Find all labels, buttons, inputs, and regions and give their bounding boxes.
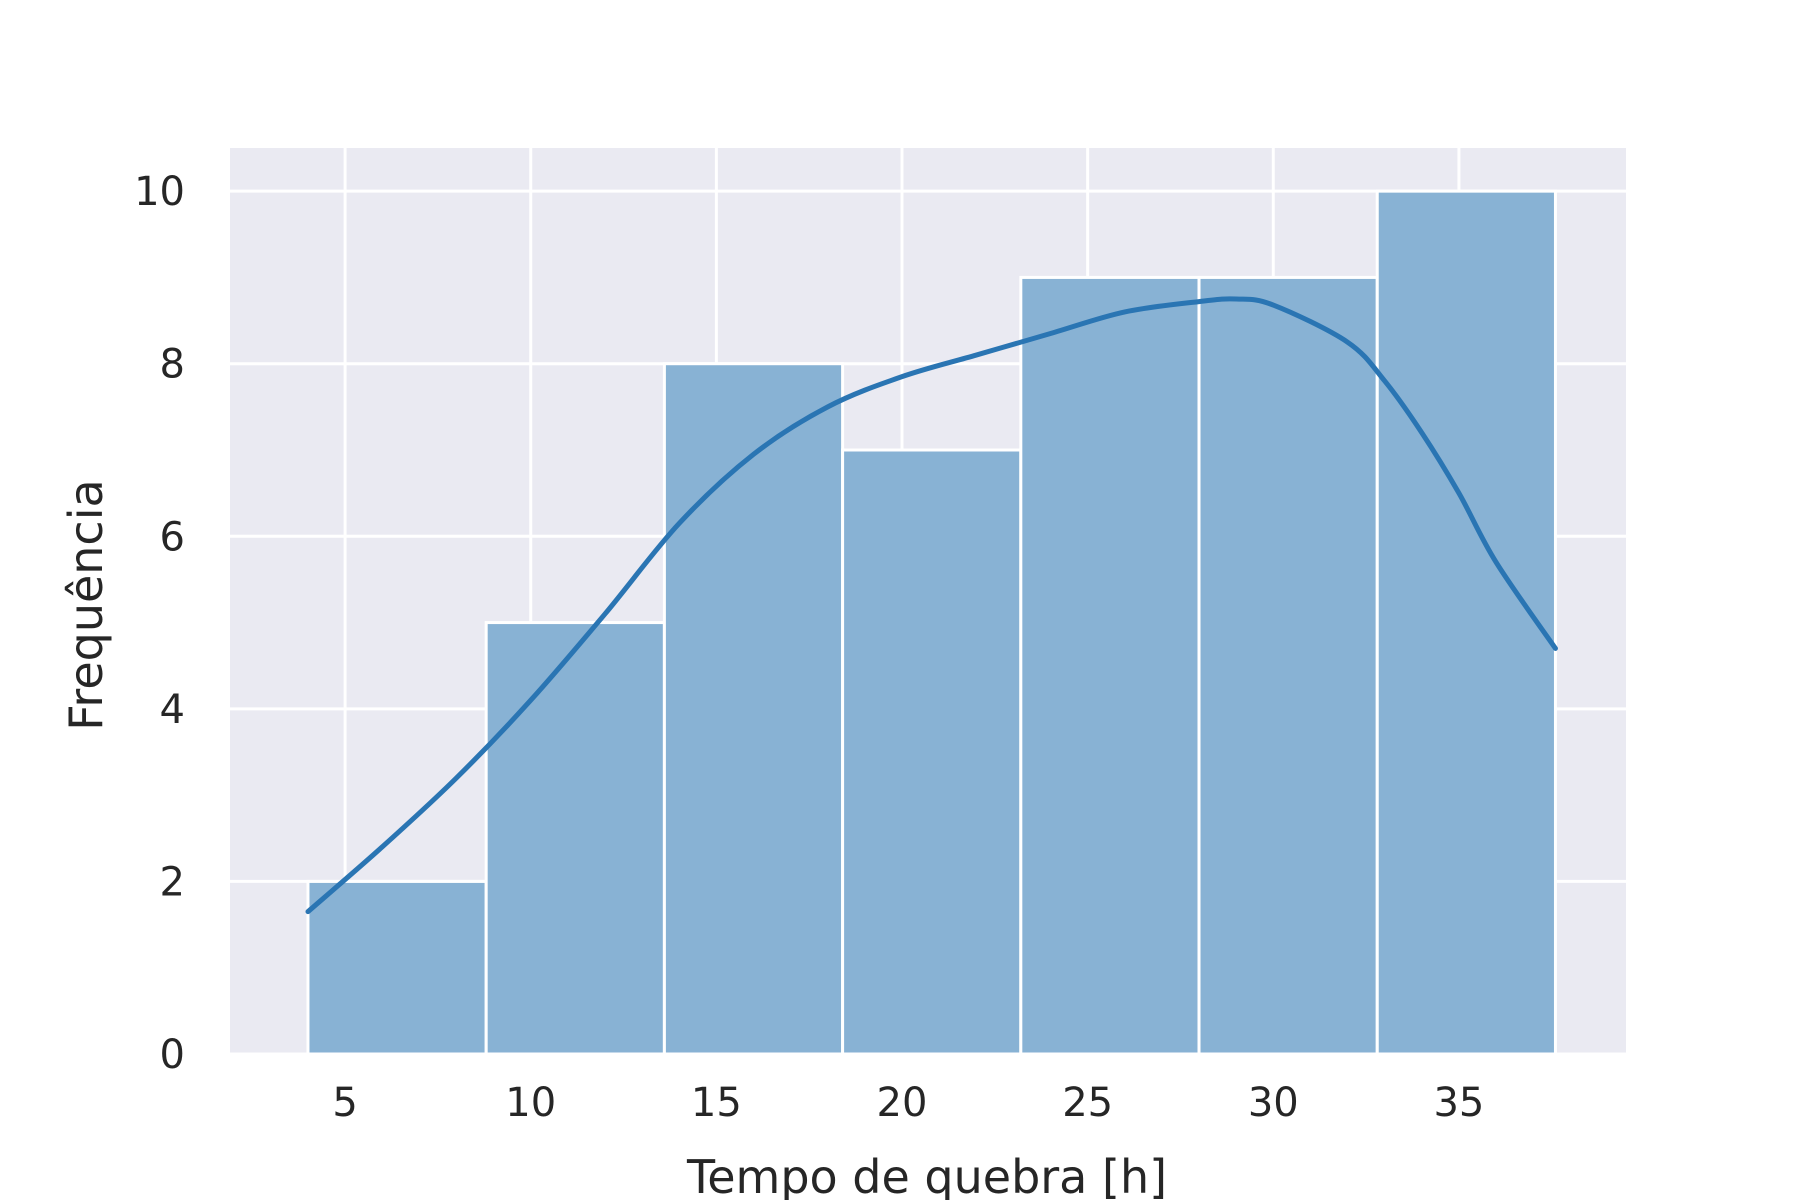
x-tick-label: 25 (1062, 1080, 1113, 1126)
histogram-bar (841, 448, 1023, 1056)
x-tick-label: 10 (505, 1080, 556, 1126)
x-tick-label: 15 (691, 1080, 742, 1126)
x-tick-label: 20 (877, 1080, 928, 1126)
histogram-bar (1197, 275, 1379, 1056)
y-tick-label: 0 (160, 1032, 185, 1078)
bars-layer (306, 189, 1557, 1056)
y-tick-label: 8 (160, 342, 185, 388)
y-tick-labels: 0 2 4 6 8 10 (134, 169, 185, 1078)
y-tick-label: 4 (160, 687, 185, 733)
x-tick-labels: 5 10 15 20 25 30 35 (332, 1080, 1484, 1126)
histogram-bar (306, 879, 488, 1056)
histogram-bar (1019, 275, 1201, 1056)
y-tick-label: 6 (160, 514, 185, 560)
x-tick-label: 5 (332, 1080, 357, 1126)
x-tick-label: 30 (1248, 1080, 1299, 1126)
kde-curve (305, 296, 1558, 915)
histogram-bar (484, 621, 666, 1056)
y-axis-label: Frequência (59, 479, 113, 730)
y-tick-label: 2 (160, 859, 185, 905)
histogram-bar (1375, 189, 1557, 1056)
x-tick-label: 35 (1433, 1080, 1484, 1126)
y-tick-label: 10 (134, 169, 185, 215)
histogram-bar (662, 362, 845, 1056)
x-axis-label: Tempo de quebra [h] (686, 1150, 1167, 1200)
